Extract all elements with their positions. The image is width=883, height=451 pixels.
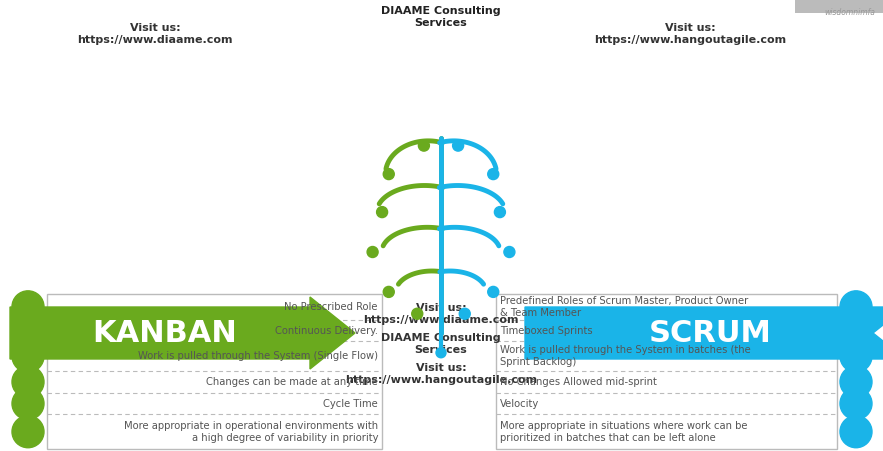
Circle shape	[12, 416, 44, 448]
Polygon shape	[10, 297, 355, 369]
Circle shape	[367, 247, 378, 258]
Text: Visit us:
https://www.diaame.com: Visit us: https://www.diaame.com	[77, 23, 233, 45]
Circle shape	[840, 366, 872, 398]
Circle shape	[487, 169, 499, 179]
Text: DIAAME Consulting
Services: DIAAME Consulting Services	[381, 6, 501, 28]
Text: Visit us:
https://www.hangoutagile.com: Visit us: https://www.hangoutagile.com	[594, 23, 786, 45]
Circle shape	[840, 416, 872, 448]
Text: Cycle Time: Cycle Time	[323, 399, 378, 409]
Circle shape	[840, 340, 872, 372]
Circle shape	[419, 140, 429, 151]
Text: Timeboxed Sprints: Timeboxed Sprints	[500, 326, 592, 336]
Text: No Changes Allowed mid-sprint: No Changes Allowed mid-sprint	[500, 377, 657, 387]
Circle shape	[12, 314, 44, 346]
Text: More appropriate in operational environments with
a high degree of variability i: More appropriate in operational environm…	[124, 421, 378, 442]
Text: DIAAME Consulting
Services: DIAAME Consulting Services	[381, 333, 501, 354]
Text: Changes can be made at any time: Changes can be made at any time	[207, 377, 378, 387]
Circle shape	[494, 207, 505, 217]
Text: Visit us:
https://www.diaame.com: Visit us: https://www.diaame.com	[363, 303, 518, 325]
Circle shape	[377, 207, 388, 217]
Circle shape	[12, 340, 44, 372]
Text: Work is pulled through the System (Single Flow): Work is pulled through the System (Singl…	[138, 351, 378, 361]
Text: Continuous Delivery.: Continuous Delivery.	[275, 326, 378, 336]
Circle shape	[12, 387, 44, 419]
FancyBboxPatch shape	[795, 0, 883, 13]
Text: Velocity: Velocity	[500, 399, 540, 409]
Circle shape	[12, 366, 44, 398]
Text: More appropriate in situations where work can be
prioritized in batches that can: More appropriate in situations where wor…	[500, 421, 748, 442]
Circle shape	[411, 308, 423, 319]
Text: wisdomnimfa: wisdomnimfa	[824, 8, 875, 17]
Text: Visit us:
https://www.hangoutagile.com: Visit us: https://www.hangoutagile.com	[345, 363, 537, 385]
Circle shape	[453, 140, 464, 151]
Circle shape	[436, 348, 446, 358]
Text: KANBAN: KANBAN	[93, 318, 238, 348]
Text: Work is pulled through the System in batches (the
Sprint Backlog): Work is pulled through the System in bat…	[500, 345, 751, 367]
Circle shape	[12, 291, 44, 323]
Polygon shape	[525, 297, 883, 369]
Circle shape	[504, 247, 515, 258]
Circle shape	[383, 169, 394, 179]
Circle shape	[840, 314, 872, 346]
Circle shape	[840, 291, 872, 323]
Circle shape	[459, 308, 471, 319]
Circle shape	[487, 286, 499, 297]
Text: No Prescribed Role: No Prescribed Role	[284, 302, 378, 312]
Circle shape	[840, 387, 872, 419]
Text: Predefined Roles of Scrum Master, Product Owner
& Team Member: Predefined Roles of Scrum Master, Produc…	[500, 296, 748, 318]
Text: SCRUM: SCRUM	[648, 318, 772, 348]
Circle shape	[383, 286, 394, 297]
